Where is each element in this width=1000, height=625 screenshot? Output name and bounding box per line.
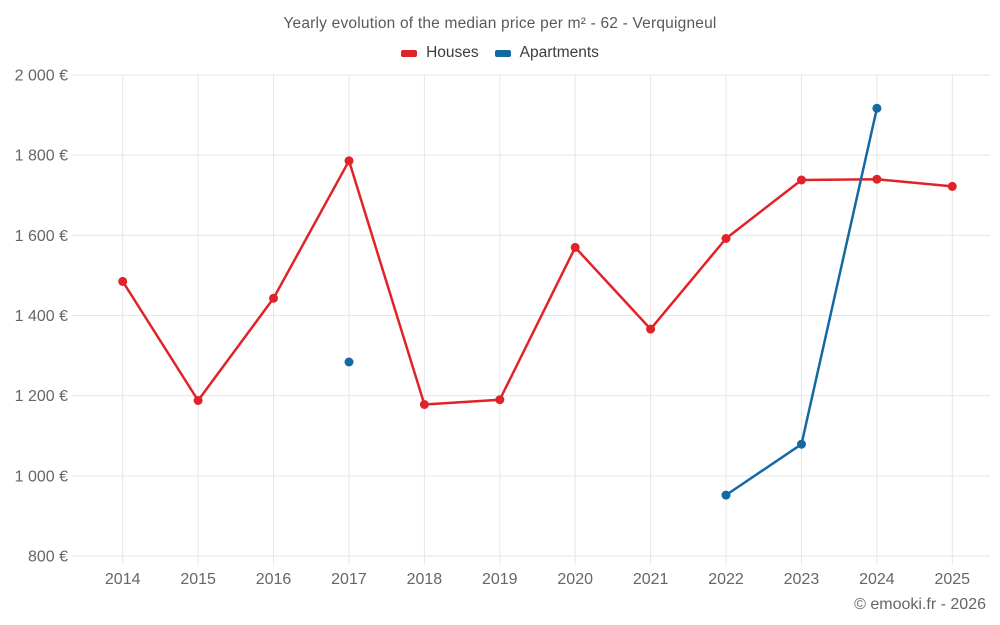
houses-point-2017: [344, 156, 354, 166]
houses-point-2018: [419, 400, 429, 409]
x-axis-tick-label: 2025: [934, 571, 970, 588]
chart-legend: Houses Apartments: [0, 44, 1000, 62]
y-axis-tick-label: 1 800 €: [15, 148, 68, 165]
x-axis-tick-label: 2022: [708, 571, 744, 588]
houses-point-2022: [721, 234, 731, 243]
houses-point-2025: [947, 181, 957, 191]
houses-series-swatch-icon: [401, 49, 418, 57]
houses-point-2015: [193, 396, 203, 405]
y-axis-tick-label: 1 000 €: [15, 468, 68, 485]
legend-label-apartments: Apartments: [519, 44, 599, 61]
x-axis-tick-label: 2014: [105, 571, 141, 588]
x-axis-tick-label: 2023: [784, 571, 820, 588]
legend-item-apartments[interactable]: Apartments: [494, 44, 599, 62]
houses-point-2021: [646, 324, 656, 334]
legend-item-houses[interactable]: Houses: [401, 44, 479, 62]
y-axis-tick-label: 2 000 €: [15, 68, 68, 85]
x-axis-tick-label: 2020: [557, 571, 593, 588]
houses-point-2024: [872, 174, 882, 184]
x-axis-tick-label: 2021: [633, 571, 669, 588]
houses-point-2014: [118, 276, 128, 286]
houses-point-2020: [570, 242, 580, 252]
chart-title: Yearly evolution of the median price per…: [283, 15, 717, 32]
houses-point-2019: [495, 395, 505, 405]
x-axis-tick-label: 2018: [407, 571, 443, 588]
x-axis-tick-label: 2016: [256, 571, 292, 588]
x-axis-tick-label: 2019: [482, 571, 518, 588]
legend-label-houses: Houses: [426, 44, 479, 61]
y-axis-tick-label: 1 600 €: [15, 228, 68, 245]
houses-point-2016: [269, 293, 278, 303]
copyright-footer: © emooki.fr - 2026: [854, 596, 986, 613]
apartments-point-2022: [721, 490, 731, 500]
apartments-series-swatch-icon: [494, 49, 511, 57]
x-axis-tick-label: 2015: [180, 571, 216, 588]
y-axis-tick-label: 1 400 €: [15, 308, 68, 325]
x-axis-tick-label: 2017: [331, 571, 367, 588]
apartments-point-2024: [872, 103, 882, 113]
apartments-point-2023: [797, 439, 806, 449]
houses-point-2023: [797, 175, 806, 185]
x-axis-tick-label: 2024: [859, 571, 895, 588]
y-axis-tick-label: 800 €: [28, 549, 68, 566]
apartments-point-2017: [344, 357, 354, 367]
y-axis-tick-label: 1 200 €: [15, 388, 68, 405]
houses-line: [121, 159, 954, 406]
